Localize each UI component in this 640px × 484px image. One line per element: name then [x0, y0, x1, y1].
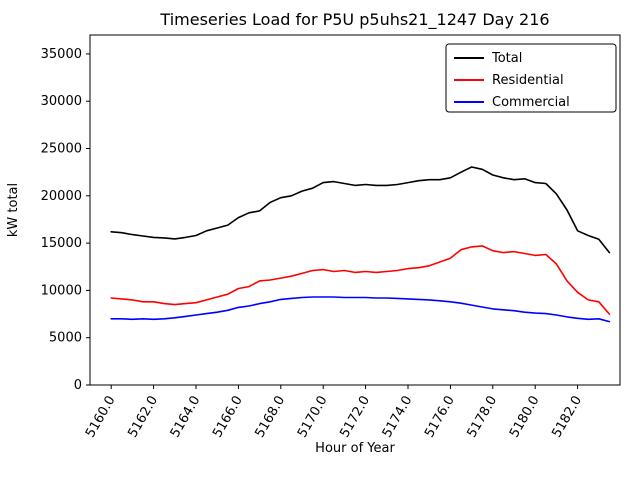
legend-box: [445, 43, 617, 113]
legend-label-0: Total: [491, 51, 522, 66]
chart-title: Timeseries Load for P5U p5uhs21_1247 Day…: [159, 10, 549, 30]
x-axis-ticks: 5160.0 5162.0 5164.0 5166.0 5168.0 5170.0 5172…: [83, 385, 585, 440]
legend-label-1: Residential: [492, 73, 564, 88]
svg-text:30000: 30000: [41, 94, 82, 109]
svg-text:5178.0: 5178.0: [465, 394, 501, 441]
svg-text:20000: 20000: [41, 189, 82, 204]
svg-text:15000: 15000: [41, 236, 82, 251]
y-axis-label: kW total: [6, 183, 21, 237]
svg-text:5174.0: 5174.0: [380, 394, 416, 441]
svg-text:5180.0: 5180.0: [507, 394, 543, 441]
svg-text:35000: 35000: [41, 47, 82, 62]
plot-border: [89, 34, 621, 386]
series-lines: [110, 166, 611, 323]
svg-text:5000: 5000: [49, 331, 82, 346]
legend: Total Residential Commercial: [445, 43, 617, 113]
svg-text:5166.0: 5166.0: [210, 394, 246, 441]
svg-text:10000: 10000: [41, 283, 82, 298]
svg-text:25000: 25000: [41, 142, 82, 157]
y-axis-ticks: 0 5000 10000 15000 20000 25000 30000 35000: [41, 47, 90, 393]
svg-text:5172.0: 5172.0: [337, 394, 373, 441]
svg-text:5168.0: 5168.0: [253, 394, 289, 441]
svg-text:5160.0: 5160.0: [83, 394, 119, 441]
svg-text:5164.0: 5164.0: [168, 394, 204, 441]
x-axis-label: Hour of Year: [315, 441, 395, 456]
svg-text:5182.0: 5182.0: [549, 394, 585, 441]
svg-text:5170.0: 5170.0: [295, 394, 331, 441]
svg-text:0: 0: [74, 378, 82, 393]
svg-text:5162.0: 5162.0: [125, 394, 161, 441]
legend-label-2: Commercial: [492, 95, 570, 110]
svg-text:5176.0: 5176.0: [422, 394, 458, 441]
